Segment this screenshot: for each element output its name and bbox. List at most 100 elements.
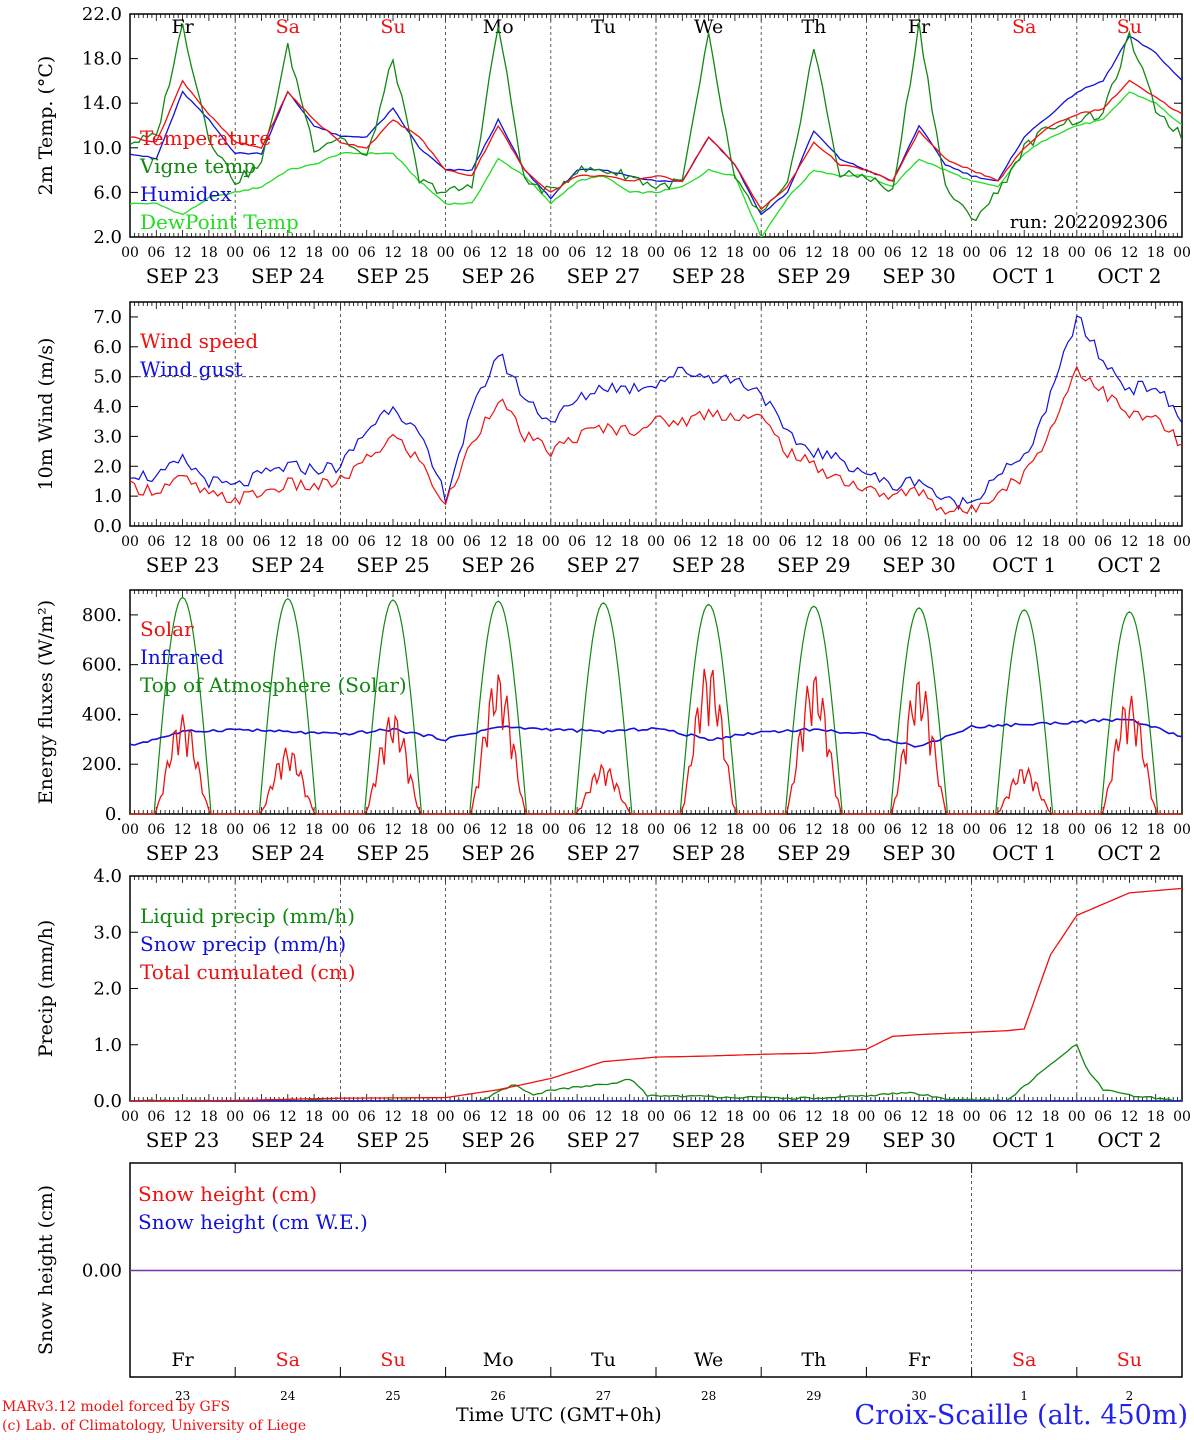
day-number-3: 26 <box>491 1389 506 1403</box>
day-name-bottom-2: Su <box>380 1349 405 1371</box>
hour-label-3-4-2: 12 <box>594 1109 612 1125</box>
y-tick-label-4-0: 0.00 <box>82 1261 122 1282</box>
hour-label-1-5-0: 00 <box>647 534 665 550</box>
series-line-lightgreen-temp <box>130 91 1182 237</box>
series-line-red-wind <box>129 365 1183 515</box>
hour-label-1-1-0: 00 <box>226 534 244 550</box>
legend-0-1: Vigne temp <box>139 154 256 178</box>
footer-credits: MARv3.12 model forced by GFS (c) Lab. of… <box>2 1398 306 1436</box>
date-label-0-5: SEP 28 <box>672 264 746 288</box>
hour-label-2-7-2: 12 <box>910 822 928 838</box>
hour-label-2-9-1: 06 <box>1094 822 1112 838</box>
legend-2-1: Infrared <box>140 645 224 669</box>
date-label-0-9: OCT 2 <box>1097 264 1161 288</box>
date-label-3-0: SEP 23 <box>146 1128 220 1152</box>
hour-label-0-0-0: 00 <box>121 245 139 261</box>
hour-label-3-3-3: 18 <box>516 1109 534 1125</box>
legend-0-0: Temperature <box>140 126 271 150</box>
hour-label-3-5-0: 00 <box>647 1109 665 1125</box>
y-tick-label-2-3: 200. <box>82 754 122 775</box>
hour-label-2-4-1: 06 <box>568 822 586 838</box>
legend-0-2: Humidex <box>140 182 232 206</box>
hour-label-2-3-3: 18 <box>516 822 534 838</box>
hour-label-1-3-0: 00 <box>437 534 455 550</box>
hour-label-0-8-2: 12 <box>1015 245 1033 261</box>
panel-ticks-2 <box>129 590 1183 814</box>
hour-label-0-0-1: 06 <box>147 245 165 261</box>
day-name-bottom-9: Su <box>1117 1349 1142 1371</box>
hour-label-2-0-1: 06 <box>147 822 165 838</box>
panel-ticks-3 <box>129 876 1183 1101</box>
date-label-1-5: SEP 28 <box>672 553 746 577</box>
hour-label-2-8-0: 00 <box>963 822 981 838</box>
hour-label-3-2-2: 12 <box>384 1109 402 1125</box>
hour-label-2-6-0: 00 <box>752 822 770 838</box>
date-label-0-2: SEP 25 <box>356 264 430 288</box>
day-name-bottom-4: Tu <box>591 1349 616 1371</box>
y-tick-label-1-6: 1.0 <box>93 486 122 507</box>
hour-label-2-1-1: 06 <box>253 822 271 838</box>
hour-label-1-end: 00 <box>1173 534 1191 550</box>
hour-label-0-5-3: 18 <box>726 245 744 261</box>
hour-label-1-4-3: 18 <box>621 534 639 550</box>
day-name-bottom-8: Sa <box>1012 1349 1036 1371</box>
day-name-top-9: Su <box>1117 16 1142 38</box>
hour-label-2-5-0: 00 <box>647 822 665 838</box>
model-credit: MARv3.12 model forced by GFS <box>2 1399 231 1415</box>
hour-label-0-0-2: 12 <box>174 245 192 261</box>
hour-label-0-2-3: 18 <box>410 245 428 261</box>
day-number-0: 23 <box>175 1389 190 1403</box>
hour-label-0-9-0: 00 <box>1068 245 1086 261</box>
day-divider-0 <box>234 14 1078 237</box>
date-label-3-6: SEP 29 <box>777 1128 851 1152</box>
hour-label-2-2-2: 12 <box>384 822 402 838</box>
hour-label-3-1-2: 12 <box>279 1109 297 1125</box>
y-tick-label-3-0: 4.0 <box>93 866 122 887</box>
y-tick-label-1-1: 6.0 <box>93 337 122 358</box>
hour-label-1-9-1: 06 <box>1094 534 1112 550</box>
day-name-bottom-1: Sa <box>276 1349 300 1371</box>
hour-label-2-0-3: 18 <box>200 822 218 838</box>
hour-label-1-2-1: 06 <box>358 534 376 550</box>
hour-label-3-1-0: 00 <box>226 1109 244 1125</box>
hour-label-1-1-3: 18 <box>305 534 323 550</box>
hour-label-1-4-1: 06 <box>568 534 586 550</box>
hour-label-2-5-3: 18 <box>726 822 744 838</box>
day-name-bottom-5: We <box>694 1349 723 1371</box>
hour-label-2-7-0: 00 <box>857 822 875 838</box>
date-label-1-6: SEP 29 <box>777 553 851 577</box>
date-label-2-5: SEP 28 <box>672 841 746 865</box>
hour-label-2-6-1: 06 <box>779 822 797 838</box>
hour-label-1-5-1: 06 <box>673 534 691 550</box>
date-label-2-3: SEP 26 <box>461 841 535 865</box>
hour-label-3-9-0: 00 <box>1068 1109 1086 1125</box>
hour-label-0-8-1: 06 <box>989 245 1007 261</box>
hour-label-3-6-1: 06 <box>779 1109 797 1125</box>
hour-label-3-9-1: 06 <box>1094 1109 1112 1125</box>
hour-label-0-1-0: 00 <box>226 245 244 261</box>
date-label-0-7: SEP 30 <box>882 264 956 288</box>
hour-label-3-4-3: 18 <box>621 1109 639 1125</box>
hour-label-1-5-2: 12 <box>700 534 718 550</box>
panel-ticks-4 <box>129 1163 1183 1377</box>
hour-label-0-6-2: 12 <box>805 245 823 261</box>
day-number-7: 30 <box>911 1389 926 1403</box>
legend-3-2: Total cumulated (cm) <box>140 960 356 984</box>
y-tick-label-0-4: 6.0 <box>93 182 122 203</box>
hour-label-2-0-0: 00 <box>121 822 139 838</box>
panel-frame-0 <box>129 13 1183 238</box>
hour-label-1-7-3: 18 <box>936 534 954 550</box>
panel-ticks-0 <box>129 14 1183 237</box>
day-number-6: 29 <box>806 1389 821 1403</box>
date-label-3-3: SEP 26 <box>461 1128 535 1152</box>
hour-label-3-5-1: 06 <box>673 1109 691 1125</box>
day-name-bottom-3: Mo <box>483 1349 514 1371</box>
hour-label-0-3-1: 06 <box>463 245 481 261</box>
date-label-0-0: SEP 23 <box>146 264 220 288</box>
legend-1-1: Wind gust <box>140 357 243 381</box>
day-name-top-5: We <box>694 16 723 38</box>
hour-label-2-9-2: 12 <box>1120 822 1138 838</box>
date-label-2-8: OCT 1 <box>992 841 1056 865</box>
date-label-3-9: OCT 2 <box>1097 1128 1161 1152</box>
